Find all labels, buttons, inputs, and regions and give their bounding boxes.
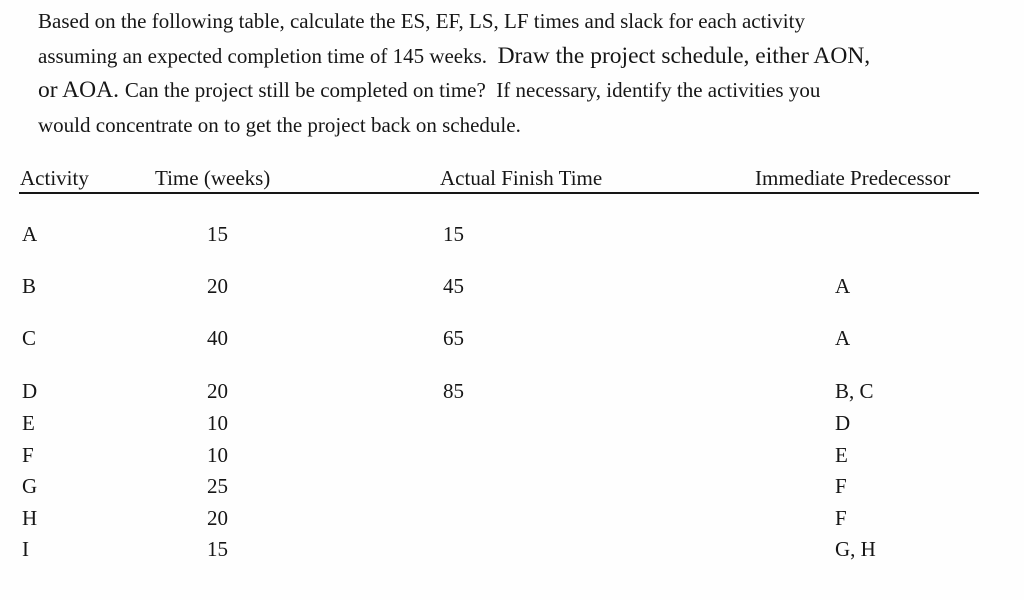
cell-time: 20 bbox=[207, 379, 228, 403]
cell-time: 15 bbox=[207, 537, 228, 561]
paragraph-text: Can the project still be completed on ti… bbox=[124, 78, 821, 102]
table-row-d: D 20 85 B, C bbox=[0, 379, 1024, 403]
column-header-actual-finish-time: Actual Finish Time bbox=[440, 166, 603, 190]
cell-time: 20 bbox=[207, 506, 228, 530]
table-row-i: I 15 G, H bbox=[0, 537, 1024, 561]
column-header-immediate-predecessor: Immediate Predecessor bbox=[755, 166, 951, 190]
table-row-h: H 20 F bbox=[0, 506, 1024, 530]
cell-actual-finish: 85 bbox=[443, 379, 464, 403]
column-header-activity: Activity bbox=[20, 166, 89, 190]
table-header-underline bbox=[19, 192, 979, 194]
cell-activity: F bbox=[22, 443, 34, 467]
cell-predecessor: A bbox=[835, 274, 851, 298]
cell-predecessor: A bbox=[835, 326, 851, 350]
column-header-time-weeks: Time (weeks) bbox=[155, 166, 271, 190]
table-row-c: C 40 65 A bbox=[0, 326, 1024, 350]
cell-activity: E bbox=[22, 411, 35, 435]
cell-time: 20 bbox=[207, 274, 228, 298]
cell-actual-finish: 15 bbox=[443, 222, 464, 246]
cell-activity: H bbox=[22, 506, 38, 530]
cell-activity: I bbox=[22, 537, 29, 561]
table-row-a: A 15 15 bbox=[0, 222, 1024, 246]
table-row-b: B 20 45 A bbox=[0, 274, 1024, 298]
cell-predecessor: F bbox=[835, 506, 847, 530]
problem-statement: Based on the following table, calculate … bbox=[38, 4, 1003, 142]
cell-activity: D bbox=[22, 379, 38, 403]
paragraph-text-emphasized: or AOA. bbox=[38, 77, 125, 103]
cell-time: 40 bbox=[207, 326, 228, 350]
paragraph-line-4: would concentrate on to get the project … bbox=[38, 108, 1003, 143]
cell-time: 25 bbox=[207, 474, 228, 498]
cell-time: 15 bbox=[207, 222, 228, 246]
paragraph-text-emphasized: Draw the project schedule, either AON, bbox=[497, 42, 871, 69]
table-row-e: E 10 D bbox=[0, 411, 1024, 435]
paragraph-text: Based on the following table, calculate … bbox=[38, 9, 805, 33]
paragraph-text: would concentrate on to get the project … bbox=[38, 112, 521, 137]
cell-activity: G bbox=[22, 474, 38, 498]
cell-predecessor: B, C bbox=[835, 379, 874, 403]
table-row-f: F 10 E bbox=[0, 443, 1024, 467]
cell-time: 10 bbox=[207, 411, 228, 435]
paragraph-line-3: or AOA. Can the project still be complet… bbox=[38, 73, 1003, 108]
cell-activity: C bbox=[22, 326, 37, 350]
cell-time: 10 bbox=[207, 443, 228, 467]
cell-predecessor: G, H bbox=[835, 537, 876, 561]
paragraph-line-1: Based on the following table, calculate … bbox=[38, 4, 1003, 39]
cell-activity: B bbox=[22, 274, 37, 298]
paragraph-line-2: assuming an expected completion time of … bbox=[38, 39, 1003, 74]
cell-activity: A bbox=[22, 222, 38, 246]
cell-predecessor: E bbox=[835, 443, 848, 467]
cell-predecessor: F bbox=[835, 474, 847, 498]
table-row-g: G 25 F bbox=[0, 474, 1024, 498]
cell-actual-finish: 45 bbox=[443, 274, 464, 298]
cell-predecessor: D bbox=[835, 411, 851, 435]
cell-actual-finish: 65 bbox=[443, 326, 464, 350]
paragraph-text: assuming an expected completion time of … bbox=[38, 43, 498, 68]
